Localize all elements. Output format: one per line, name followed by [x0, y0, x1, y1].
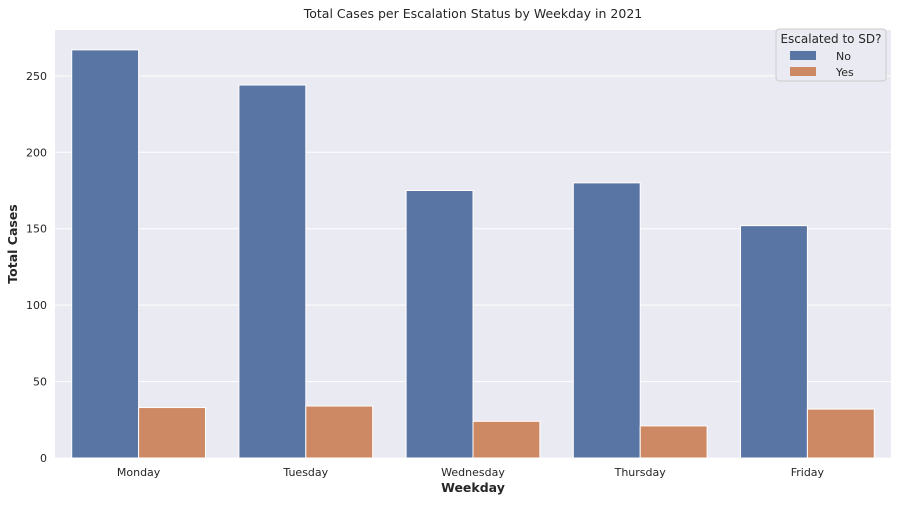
x-tick-label: Wednesday: [441, 466, 505, 479]
x-tick-label: Monday: [117, 466, 161, 479]
bar-yes-wednesday: [472, 420, 541, 459]
chart-title: Total Cases per Escalation Status by Wee…: [303, 6, 642, 21]
bars: [71, 49, 875, 459]
legend-swatch-no: [790, 51, 816, 60]
x-axis-label: Weekday: [441, 480, 505, 495]
legend-title: Escalated to SD?: [780, 32, 881, 46]
y-tick-label: 150: [26, 223, 47, 236]
bar-yes-thursday: [639, 425, 708, 459]
y-tick-label: 100: [26, 299, 47, 312]
x-tick-label: Tuesday: [282, 466, 328, 479]
legend-label-no: No: [836, 50, 851, 63]
bar-no-thursday: [572, 182, 641, 459]
bar-yes-monday: [138, 407, 206, 459]
x-tick-labels: Monday Tuesday Wednesday Thursday Friday: [117, 466, 825, 479]
legend-swatch-yes: [790, 67, 816, 76]
bar-no-monday: [71, 49, 140, 459]
bar-no-wednesday: [405, 190, 474, 459]
bar-yes-tuesday: [305, 405, 374, 459]
y-tick-label: 50: [33, 376, 47, 389]
bar-yes-friday: [806, 408, 875, 459]
y-axis-label: Total Cases: [5, 204, 20, 283]
bar-no-friday: [740, 225, 808, 459]
x-tick-label: Friday: [791, 466, 825, 479]
legend: Escalated to SD? No Yes: [775, 28, 887, 82]
x-tick-label: Thursday: [614, 466, 667, 479]
y-tick-label: 250: [26, 70, 47, 83]
y-tick-labels: 0 50 100 150 200 250: [26, 70, 47, 465]
bar-no-tuesday: [238, 84, 307, 459]
y-tick-label: 200: [26, 146, 47, 159]
y-tick-label: 0: [40, 452, 47, 465]
legend-label-yes: Yes: [835, 66, 854, 79]
